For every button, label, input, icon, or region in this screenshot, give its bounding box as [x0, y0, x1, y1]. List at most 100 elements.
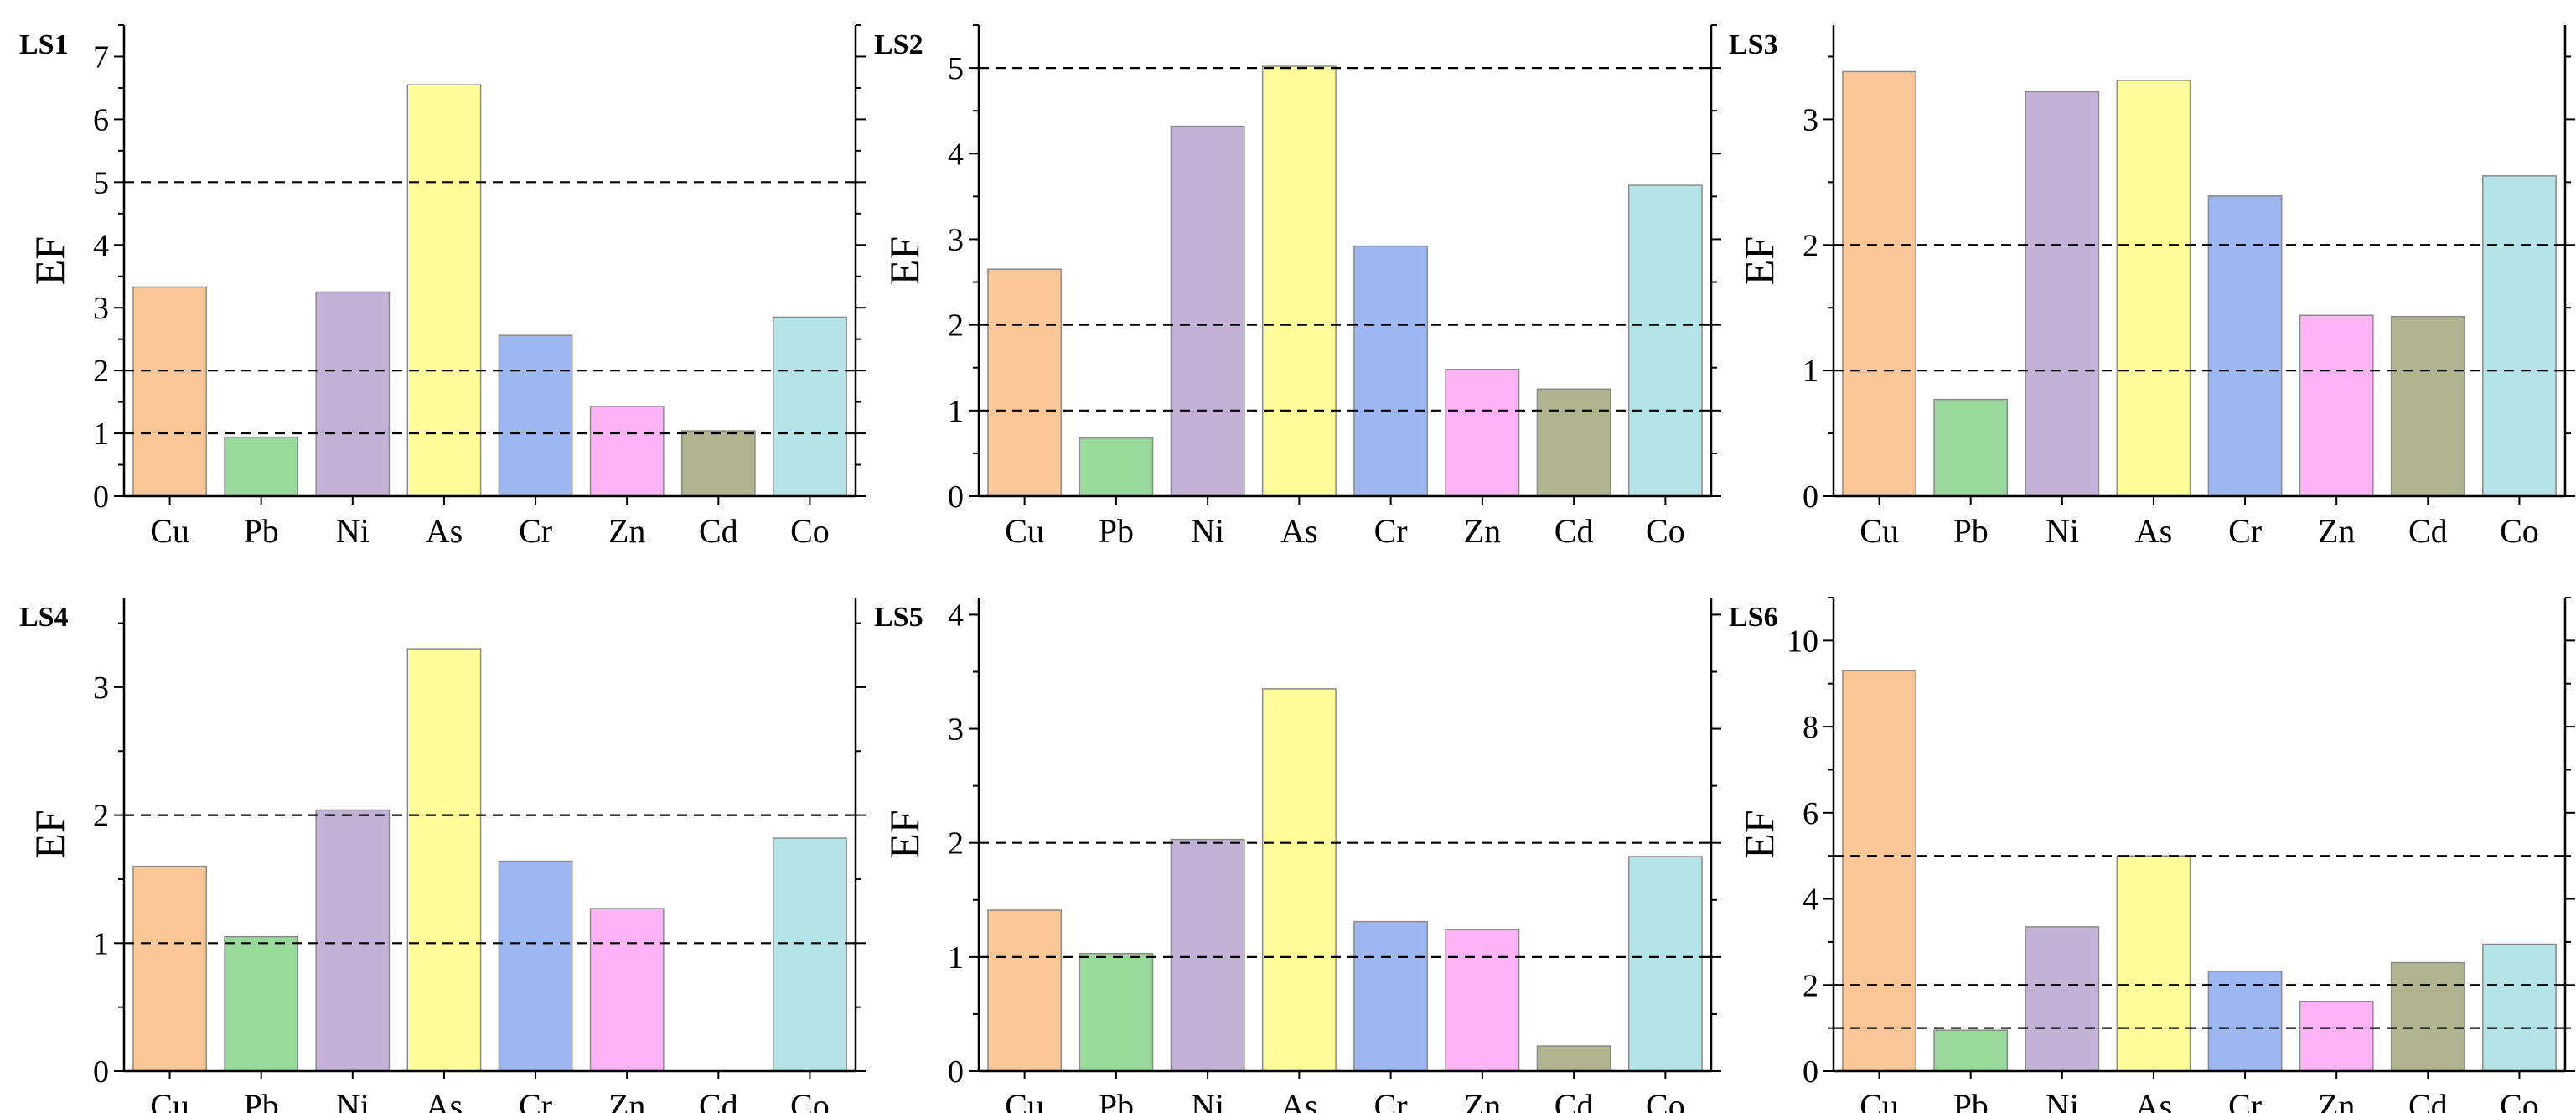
y-tick-label: 0: [948, 1054, 964, 1090]
x-tick-label-zn: Zn: [2318, 1087, 2355, 1113]
x-tick-label-zn: Zn: [608, 512, 645, 550]
x-tick-label-cr: Cr: [1374, 1087, 1408, 1113]
bar-as: [1261, 688, 1337, 1072]
bar-cr: [498, 334, 573, 497]
bar-pb: [224, 935, 299, 1072]
y-tick-label: 2: [93, 354, 109, 389]
x-tick-label-ni: Ni: [336, 1087, 370, 1113]
bar-pb: [224, 436, 299, 497]
x-tick-label-cu: Cu: [150, 512, 189, 550]
chart-panel-6: 0 2 4 6 8 10 Cu Pb Ni As Cr Zn Cd Co EF LS6: [1729, 597, 2575, 1113]
bar-cr: [2207, 195, 2283, 497]
bar-cu: [987, 268, 1063, 497]
x-tick-label-cd: Cd: [2408, 1087, 2448, 1113]
y-tick-label: 4: [948, 137, 964, 172]
bar-zn: [1445, 369, 1520, 497]
y-tick-label: 0: [1803, 479, 1818, 515]
x-tick-label-pb: Pb: [1953, 512, 1989, 550]
x-tick-label-co: Co: [790, 1087, 830, 1113]
panel-title: LS6: [1729, 602, 1778, 633]
x-tick-label-cd: Cd: [1554, 1087, 1594, 1113]
x-tick-label-cd: Cd: [699, 1087, 738, 1113]
bar-as: [406, 648, 482, 1072]
x-tick-label-ni: Ni: [2046, 1087, 2079, 1113]
bar-cr: [2207, 971, 2283, 1072]
panels-container: 0 1 2 3 4 5 6 7 Cu Pb Ni As Cr Zn Cd Co EF LS1 0 1 2 3 4 5 Cu Pb N…: [19, 24, 2575, 1113]
y-tick-label: 0: [93, 1054, 109, 1090]
x-tick-label-co: Co: [1646, 512, 1685, 550]
y-tick-label: 0: [1803, 1054, 1818, 1090]
x-tick-label-as: As: [1280, 512, 1317, 550]
bar-cu: [132, 286, 207, 497]
bar-cr: [1353, 920, 1429, 1072]
x-tick-label-zn: Zn: [2318, 512, 2355, 550]
y-tick-label: 1: [93, 417, 109, 452]
y-tick-label: 8: [1803, 710, 1818, 745]
x-tick-label-ni: Ni: [336, 512, 370, 550]
bar-co: [2482, 943, 2557, 1072]
bar-co: [773, 837, 847, 1072]
y-tick-label: 5: [93, 165, 109, 200]
y-tick-label: 2: [1803, 228, 1818, 263]
y-tick-label: 4: [1803, 883, 1818, 918]
x-tick-label-as: As: [2135, 512, 2172, 550]
x-tick-label-co: Co: [2500, 512, 2539, 550]
bar-cd: [2390, 315, 2465, 497]
x-tick-label-zn: Zn: [608, 1087, 645, 1113]
bar-as: [1261, 65, 1337, 497]
x-tick-label-cr: Cr: [1374, 512, 1408, 550]
bar-pb: [1079, 437, 1154, 497]
x-tick-label-cd: Cd: [699, 512, 738, 550]
y-axis-label: EF: [26, 236, 73, 285]
x-tick-label-cr: Cr: [519, 1087, 552, 1113]
bar-ni: [315, 809, 391, 1072]
x-tick-label-pb: Pb: [1099, 1087, 1134, 1113]
y-tick-label: 5: [948, 51, 964, 86]
x-tick-label-co: Co: [2500, 1087, 2539, 1113]
y-axis-label: EF: [881, 236, 928, 285]
x-tick-label-cu: Cu: [150, 1087, 189, 1113]
x-tick-label-zn: Zn: [1464, 1087, 1501, 1113]
chart-panel-5: 0 1 2 3 4 Cu Pb Ni As Cr Zn Cd Co EF LS5: [874, 598, 1721, 1113]
bar-cd: [2390, 961, 2465, 1072]
chart-panel-3: 0 1 2 3 Cu Pb Ni As Cr Zn Cd Co EF LS3: [1729, 25, 2575, 550]
y-tick-label: 7: [93, 39, 109, 75]
panel-title: LS5: [874, 602, 923, 633]
y-axis-label: EF: [26, 810, 73, 858]
bar-cd: [1536, 1045, 1611, 1072]
bar-ni: [1170, 125, 1245, 497]
bar-cr: [498, 860, 573, 1072]
bar-cd: [1536, 388, 1611, 497]
bar-co: [1627, 856, 1703, 1072]
chart-panel-1: 0 1 2 3 4 5 6 7 Cu Pb Ni As Cr Zn Cd Co EF LS1: [19, 24, 866, 550]
y-tick-label: 1: [1803, 354, 1818, 389]
bar-zn: [1445, 929, 1520, 1072]
y-axis-label: EF: [1735, 810, 1782, 858]
y-tick-label: 4: [93, 228, 109, 263]
bar-cu: [132, 865, 207, 1072]
bar-pb: [1079, 953, 1154, 1072]
y-tick-label: 3: [93, 291, 109, 326]
bar-ni: [2025, 91, 2100, 497]
panel-title: LS1: [19, 29, 69, 60]
x-tick-label-as: As: [426, 1087, 463, 1113]
y-tick-label: 3: [1803, 102, 1818, 137]
x-tick-label-cd: Cd: [2408, 512, 2448, 550]
x-tick-label-cu: Cu: [1860, 512, 1899, 550]
bar-pb: [1933, 1029, 2009, 1072]
bar-zn: [589, 406, 665, 497]
y-axis-label: EF: [881, 810, 928, 858]
x-tick-label-co: Co: [790, 512, 830, 550]
bar-as: [2116, 855, 2191, 1072]
x-tick-label-ni: Ni: [1191, 1087, 1224, 1113]
chart-panel-4: 0 1 2 3 Cu Pb Ni As Cr Zn Cd Co EF LS4: [19, 598, 866, 1113]
bar-cu: [1842, 70, 1916, 497]
x-tick-label-cr: Cr: [2228, 512, 2262, 550]
panel-title: LS2: [874, 29, 923, 60]
bar-zn: [2299, 1001, 2374, 1072]
x-tick-label-cu: Cu: [1005, 512, 1044, 550]
x-tick-label-co: Co: [1646, 1087, 1685, 1113]
bar-cu: [1842, 670, 1916, 1072]
panel-title: LS4: [19, 602, 69, 633]
y-tick-label: 2: [93, 799, 109, 834]
